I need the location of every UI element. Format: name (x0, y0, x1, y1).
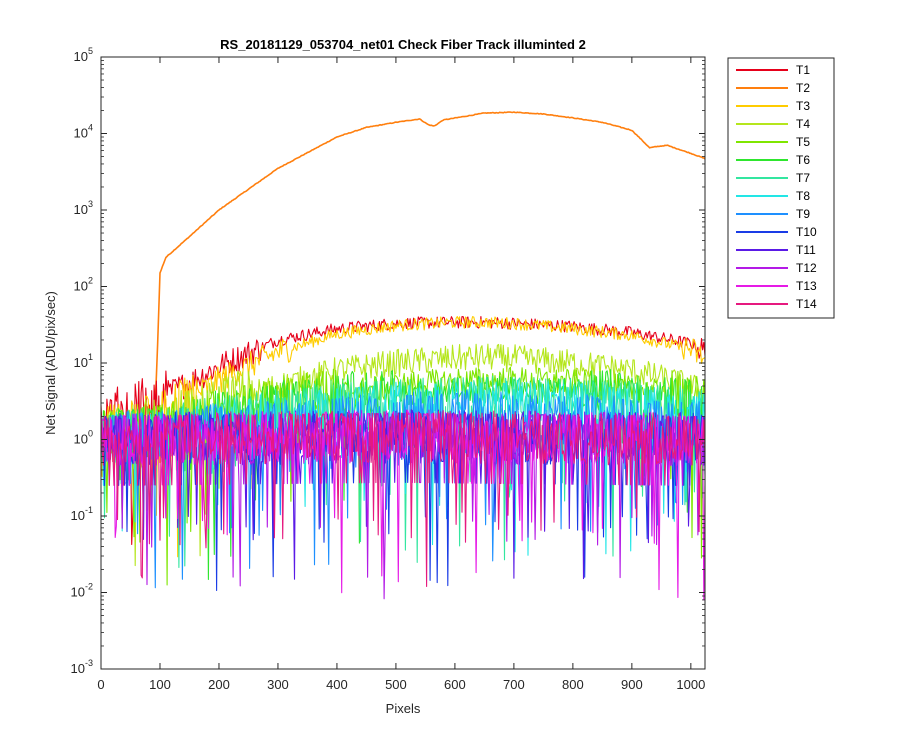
legend: T1 T2 T3 T4 T5 T6 T7 T8 T9 T10 T11 T12 T13 T14 (727, 57, 835, 319)
legend-label: T6 (796, 153, 810, 167)
legend-label: T7 (796, 171, 810, 185)
legend-item-t10: T10 (736, 225, 817, 239)
legend-item-t12: T12 (736, 261, 817, 275)
x-tick-label: 1000 (676, 677, 705, 692)
y-tick-label: 10-2 (71, 582, 93, 600)
series-line-t10 (101, 410, 705, 592)
series-line-t14 (101, 410, 705, 588)
legend-item-t6: T6 (736, 153, 810, 167)
legend-label: T10 (796, 225, 817, 239)
y-tick-label: 103 (74, 199, 93, 217)
x-tick-label: 900 (621, 677, 643, 692)
legend-item-t1: T1 (736, 63, 810, 77)
series-line-t13 (101, 409, 705, 601)
y-tick-label: 10-3 (71, 658, 93, 676)
legend-label: T3 (796, 99, 810, 113)
x-tick-label: 100 (149, 677, 171, 692)
legend-item-t8: T8 (736, 189, 810, 203)
legend-label: T1 (796, 63, 810, 77)
legend-item-t4: T4 (736, 117, 810, 131)
series-line-t2 (101, 111, 705, 435)
series-layer (101, 111, 705, 601)
legend-label: T5 (796, 135, 810, 149)
y-tick-label: 104 (74, 123, 93, 141)
axis-ticks: 0 100 200 300 400 500 600 700 800 900 1000 10-3 10-2… (71, 46, 706, 692)
legend-box (727, 57, 835, 319)
y-tick-label: 100 (74, 429, 93, 447)
legend-label: T8 (796, 189, 810, 203)
legend-item-t11: T11 (736, 243, 816, 257)
x-tick-label: 0 (97, 677, 104, 692)
legend-label: T14 (796, 297, 817, 311)
x-tick-label: 600 (444, 677, 466, 692)
x-tick-label: 700 (503, 677, 525, 692)
legend-label: T13 (796, 279, 817, 293)
x-tick-label: 400 (326, 677, 348, 692)
y-tick-label: 102 (74, 276, 93, 294)
legend-item-t9: T9 (736, 207, 810, 221)
legend-item-t13: T13 (736, 279, 817, 293)
legend-item-t2: T2 (736, 81, 810, 95)
legend-label: T2 (796, 81, 810, 95)
y-tick-label: 105 (74, 46, 93, 64)
legend-item-t5: T5 (736, 135, 810, 149)
legend-item-t3: T3 (736, 99, 810, 113)
y-tick-label: 10-1 (71, 505, 93, 523)
y-tick-label: 101 (74, 352, 93, 370)
legend-label: T11 (796, 243, 816, 257)
legend-item-t7: T7 (736, 171, 810, 185)
chart-title: RS_20181129_053704_net01 Check Fiber Tra… (220, 37, 586, 52)
legend-label: T4 (796, 117, 810, 131)
legend-item-t14: T14 (736, 297, 817, 311)
x-tick-label: 800 (562, 677, 584, 692)
legend-label: T12 (796, 261, 817, 275)
legend-label: T9 (796, 207, 810, 221)
y-axis-label: Net Signal (ADU/pix/sec) (43, 291, 58, 435)
x-tick-label: 300 (267, 677, 289, 692)
x-axis-label: Pixels (386, 701, 421, 716)
x-tick-label: 200 (208, 677, 230, 692)
series-line-t3 (101, 316, 705, 558)
x-tick-label: 500 (385, 677, 407, 692)
